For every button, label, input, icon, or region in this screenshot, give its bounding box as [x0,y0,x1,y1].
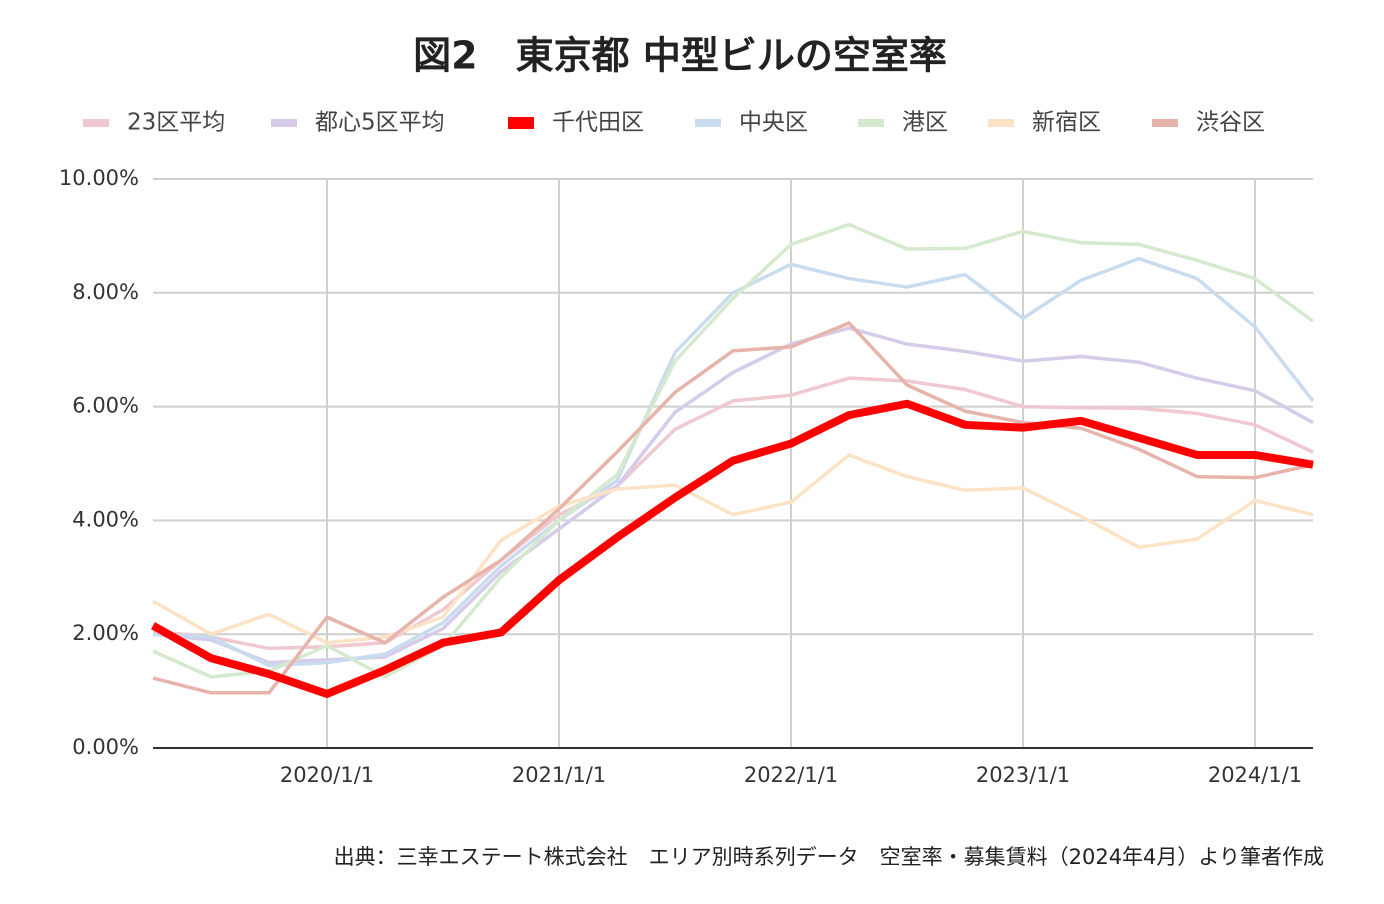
series-line [151,399,1314,698]
legend-swatch [988,119,1014,127]
y-tick-label: 6.00% [72,394,139,418]
legend-label: 都心5区平均 [315,110,445,136]
legend-label: 23区平均 [127,110,225,136]
series-line [152,222,1315,679]
legend-label: 新宿区 [1032,110,1101,136]
y-tick-label: 4.00% [72,507,139,531]
series-line [152,321,1314,695]
source-note: 出典：三幸エステート株式会社 エリア別時系列データ 空室率・募集賃料（2024年… [334,845,1324,869]
series-line [152,376,1314,651]
legend-swatch [508,117,534,129]
chart-title: 図2 東京都 中型ビルの空室率 [413,34,947,78]
y-tick-label: 0.00% [72,735,139,759]
legend-label: 港区 [902,110,948,136]
x-tick-label: 2021/1/1 [512,763,606,787]
x-tick-label: 2023/1/1 [976,763,1070,787]
series-line [152,453,1314,645]
legend-label: 中央区 [739,110,808,136]
legend-swatch [858,119,884,127]
legend-label: 千代田区 [552,110,644,136]
legend-label: 渋谷区 [1196,110,1265,136]
series-line [152,256,1315,668]
x-tick-label: 2022/1/1 [744,763,838,787]
x-tick-label: 2024/1/1 [1208,763,1302,787]
y-tick-label: 2.00% [72,621,139,645]
legend-swatch [695,119,721,127]
y-tick-label: 10.00% [59,166,139,190]
legend-swatch [271,119,297,127]
x-tick-label: 2020/1/1 [280,763,374,787]
legend-swatch [1152,119,1178,127]
y-tick-label: 8.00% [72,280,139,304]
legend-swatch [83,119,109,127]
